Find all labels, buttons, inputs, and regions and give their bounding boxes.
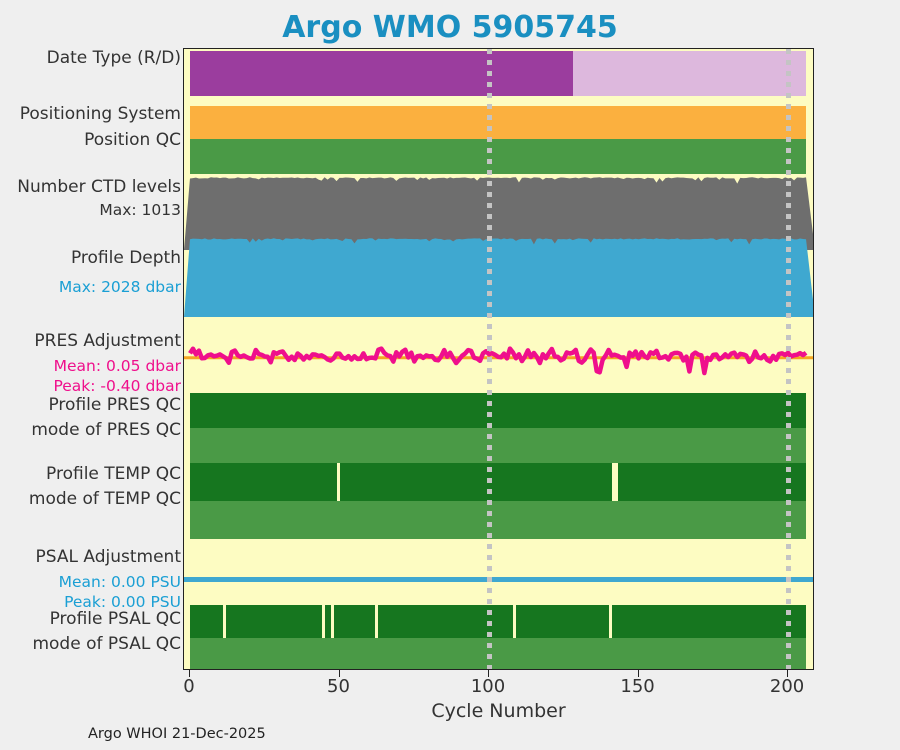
- x-tick-150: [637, 670, 639, 677]
- label-profile-temp-qc: Profile TEMP QC: [46, 464, 181, 484]
- band-date-type-r-d-0: [189, 51, 573, 96]
- label-psal-adjustment: PSAL Adjustment: [35, 547, 181, 567]
- label-psal-mean: Mean: 0.00 PSU: [58, 573, 181, 591]
- x-tick-label-50: 50: [327, 676, 350, 697]
- x-tick-label-150: 150: [620, 676, 655, 697]
- band-profile-temp-qc-0: [189, 463, 337, 501]
- band-mode-of-temp-qc-0: [189, 501, 807, 539]
- band-profile-temp-qc-2: [617, 463, 807, 501]
- label-profile-depth-max: Max: 2028 dbar: [58, 278, 181, 296]
- label-mode-temp-qc: mode of TEMP QC: [28, 489, 181, 509]
- page-title: Argo WMO 5905745: [282, 10, 618, 45]
- footer-credit: Argo WHOI 21-Dec-2025: [88, 726, 266, 742]
- label-ctd-levels: Number CTD levels: [17, 177, 181, 197]
- plot-area: [183, 48, 814, 670]
- band-profile-psal-qc-5: [515, 605, 609, 638]
- x-tick-label-0: 0: [183, 676, 195, 697]
- label-profile-pres-qc: Profile PRES QC: [48, 395, 181, 415]
- x-tick-label-200: 200: [769, 676, 805, 697]
- band-mode-of-pres-qc-0: [189, 428, 807, 463]
- gridline-cycle-100: [487, 49, 493, 669]
- band-profile-depth: [184, 235, 813, 317]
- label-mode-psal-qc: mode of PSAL QC: [32, 634, 181, 654]
- label-date-type: Date Type (R/D): [46, 48, 181, 68]
- label-positioning: Positioning System: [19, 104, 181, 124]
- band-profile-psal-qc-6: [611, 605, 807, 638]
- band-profile-psal-qc-3: [333, 605, 376, 638]
- x-tick-0: [188, 670, 190, 677]
- band-position-qc-0: [189, 139, 807, 174]
- bars-number-ctd-levels: [184, 177, 813, 250]
- label-psal-peak: Peak: 0.00 PSU: [64, 593, 181, 611]
- band-mode-of-psal-qc-0: [189, 638, 807, 669]
- trace-pres-adjustment: [184, 346, 813, 376]
- x-axis-label: Cycle Number: [431, 700, 566, 722]
- label-pres-peak: Peak: -0.40 dbar: [53, 377, 181, 395]
- band-profile-psal-qc-4: [378, 605, 513, 638]
- label-ctd-levels-max: Max: 1013: [99, 201, 181, 219]
- band-profile-pres-qc-0: [189, 393, 807, 428]
- x-tick-label-100: 100: [470, 676, 506, 697]
- band-number-ctd-levels: [184, 175, 813, 250]
- band-profile-temp-qc-1: [339, 463, 612, 501]
- x-tick-100: [488, 670, 490, 677]
- label-mode-pres-qc: mode of PRES QC: [31, 420, 181, 440]
- label-profile-depth: Profile Depth: [70, 248, 181, 268]
- bars-profile-depth: [184, 238, 813, 317]
- band-profile-psal-qc-0: [189, 605, 223, 638]
- label-profile-psal-qc: Profile PSAL QC: [49, 609, 181, 629]
- band-positioning-system-0: [189, 106, 807, 139]
- gridline-cycle-200: [786, 49, 792, 669]
- band-profile-psal-qc-1: [225, 605, 322, 638]
- trace-psal-adjustment: [184, 577, 813, 583]
- x-tick-200: [787, 670, 789, 677]
- band-date-type-r-d-1: [572, 51, 807, 96]
- band-profile-psal-qc-2: [324, 605, 331, 638]
- label-position-qc: Position QC: [84, 130, 181, 150]
- label-pres-adjustment: PRES Adjustment: [34, 331, 181, 351]
- label-pres-mean: Mean: 0.05 dbar: [53, 357, 181, 375]
- band-pres-adjustment: [184, 311, 813, 401]
- band-psal-adjustment: [184, 539, 813, 617]
- x-tick-50: [338, 670, 340, 677]
